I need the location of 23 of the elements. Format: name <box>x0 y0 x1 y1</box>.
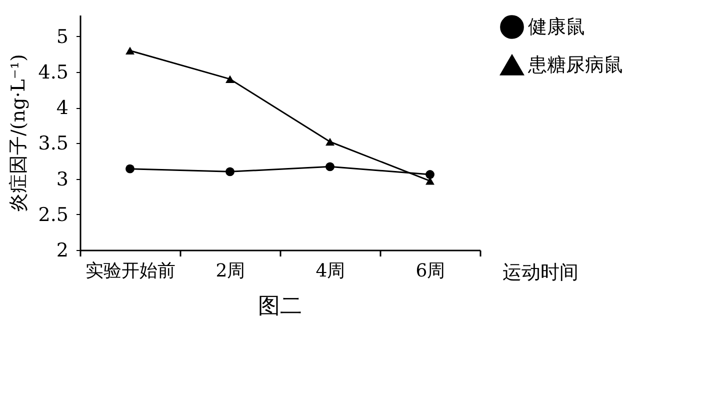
point <box>426 170 434 179</box>
y-tick-label: 2 <box>56 240 68 262</box>
y-tick-label: 4 <box>56 97 68 120</box>
legend-label: 健康鼠 <box>528 16 585 38</box>
point <box>226 75 234 83</box>
y-tick-label: 3 <box>56 168 68 190</box>
y-tick-label: 3.5 <box>38 132 68 155</box>
point <box>226 167 234 176</box>
x-axis-title: 运动时间 <box>502 262 578 284</box>
point <box>126 164 134 174</box>
x-tick-label: 4周 <box>316 260 346 282</box>
y-tick-label: 5 <box>56 26 68 48</box>
text: 图二 <box>258 294 302 319</box>
y-tick-label: 4.5 <box>38 61 68 84</box>
x-tick-label: 实验开始前 <box>86 260 176 282</box>
point <box>326 162 334 172</box>
y-tick-label: 2.5 <box>38 204 68 226</box>
point <box>126 46 134 54</box>
x-tick-label: 2周 <box>216 260 246 282</box>
y-axis-title: 炎症因子/(ng·L⁻¹) <box>7 54 30 212</box>
point <box>326 138 334 146</box>
x-tick-label: 6周 <box>416 260 446 282</box>
legend-label: 患糖尿病鼠 <box>527 54 623 76</box>
